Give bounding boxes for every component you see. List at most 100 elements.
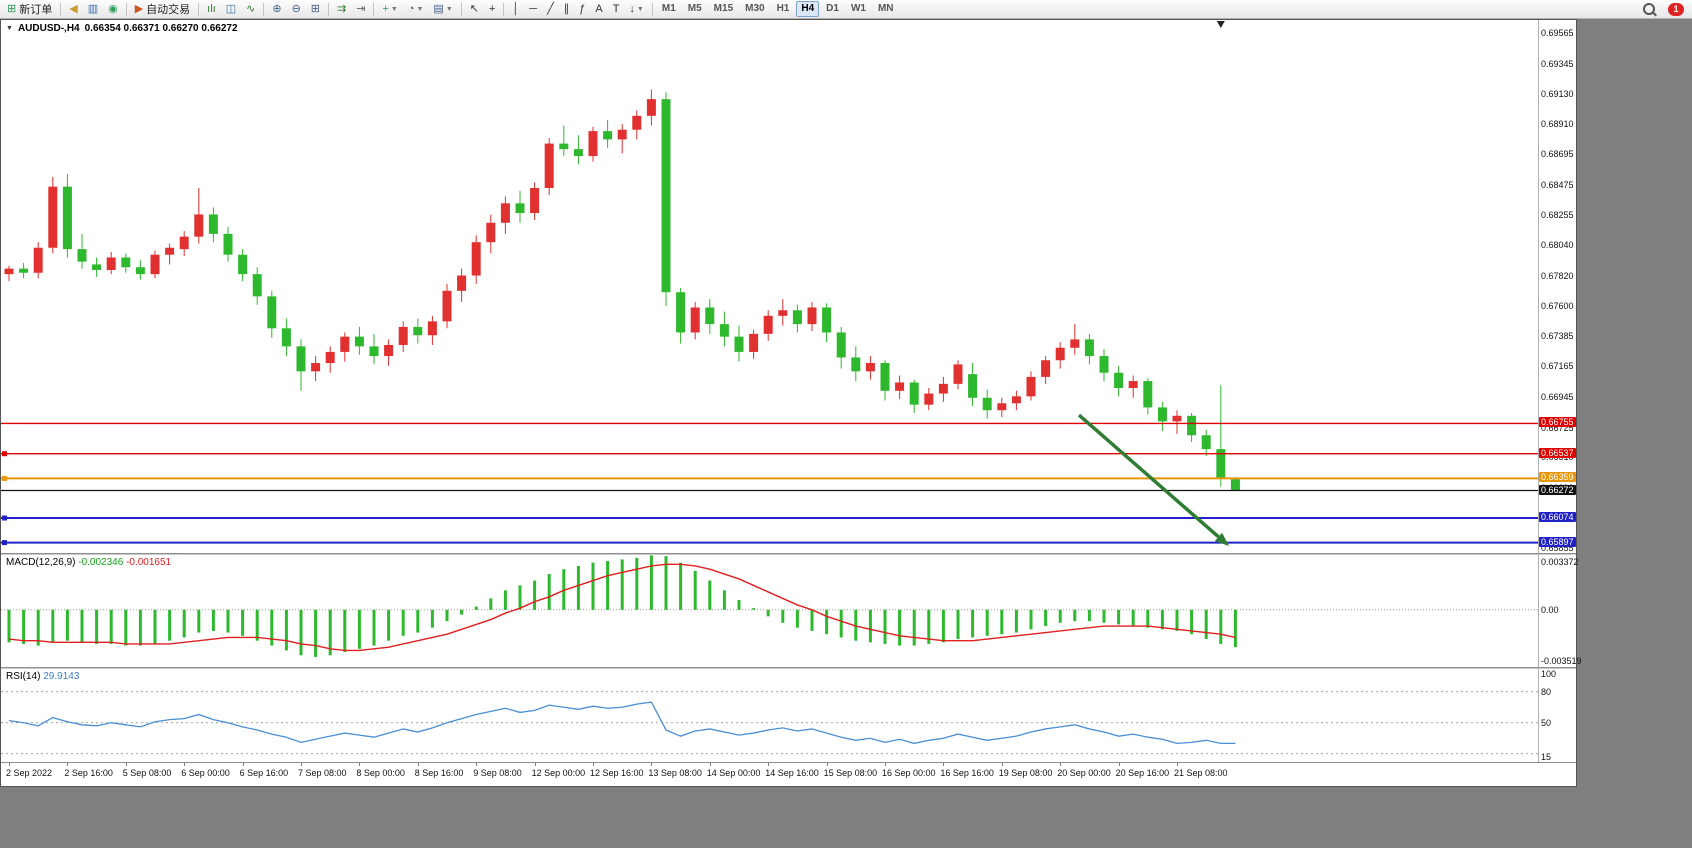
time-tick	[242, 763, 244, 766]
cursor-button[interactable]: ↖	[466, 0, 483, 18]
rsi-pane[interactable]: RSI(14) 29.9143	[1, 669, 1538, 762]
chart-dropdown-icon[interactable]: ▼	[6, 25, 13, 32]
dropdown-arrow-icon: ▼	[390, 5, 398, 13]
crosshair-button[interactable]: +	[485, 0, 499, 18]
toolbar-separator	[198, 2, 200, 16]
arrows-icon: ↓	[629, 3, 635, 15]
candle	[486, 222, 496, 243]
indicators-button[interactable]: + ▼	[378, 0, 401, 18]
price-axis-label: 0.66725	[1541, 422, 1574, 433]
market-depth-button[interactable]: ▥	[84, 0, 102, 18]
tile-windows-button[interactable]: ⊞	[307, 0, 324, 18]
new-order-button[interactable]: ⊞ 新订单	[3, 0, 56, 18]
timeframe-button-d1[interactable]: D1	[826, 3, 839, 14]
timeframe-button-m30[interactable]: M30	[745, 3, 765, 14]
timeframe-button-h4[interactable]: H4	[796, 1, 820, 17]
zoom-in-button[interactable]: ⊕	[268, 0, 285, 18]
price-axis-label: 0.67385	[1541, 330, 1574, 341]
chart-title: ▼ AUDUSD-,H4 0.66354 0.66371 0.66270 0.6…	[6, 23, 238, 34]
level-price-label: 0.66074	[1539, 512, 1576, 522]
line-handle[interactable]	[2, 515, 7, 521]
line-handle[interactable]	[2, 540, 7, 546]
templates-button[interactable]: ▤ ▼	[429, 0, 456, 18]
bar-chart-button[interactable]: ılı	[203, 0, 220, 18]
price-axis-label: 0.66945	[1541, 392, 1574, 403]
candle	[1128, 381, 1138, 389]
time-tick	[534, 763, 536, 766]
text-button[interactable]: A	[591, 0, 606, 18]
chart-shift-button[interactable]: ⇥	[352, 0, 369, 18]
time-axis: 2 Sep 2022 2 Sep 16:00 5 Sep 08:00 6 Sep 00…	[1, 762, 1576, 786]
candle	[413, 326, 423, 336]
autotrading-label: 自动交易	[146, 4, 191, 16]
time-tick	[1118, 763, 1120, 766]
macd-chart[interactable]	[1, 555, 1538, 667]
arrows-button[interactable]: ↓ ▼	[625, 0, 647, 18]
price-axis-label: 0.68475	[1541, 179, 1574, 190]
macd-histogram	[7, 555, 1237, 657]
trendline-button[interactable]: ╱	[543, 0, 558, 18]
time-axis-label: 16 Sep 16:00	[940, 768, 994, 778]
zoom-in-icon: ⊕	[272, 3, 282, 15]
alert-horn-button[interactable]: ◀	[65, 0, 81, 18]
candle	[1143, 381, 1153, 408]
line-handle[interactable]	[2, 451, 7, 457]
time-tick	[768, 763, 770, 766]
pane-splitter[interactable]	[1, 667, 1576, 669]
tile-windows-icon: ⊞	[310, 3, 321, 15]
auto-scroll-button[interactable]: ⇉	[333, 0, 350, 18]
candle	[763, 315, 773, 334]
channel-button[interactable]: ∥	[560, 0, 574, 18]
candle	[62, 186, 72, 250]
text-label-button[interactable]: T	[609, 0, 624, 18]
candle	[340, 336, 350, 352]
candle	[719, 324, 729, 337]
horizontal-line-button[interactable]: ─	[525, 0, 541, 18]
macd-label: MACD(12,26,9) -0.002346 -0.001651	[6, 557, 172, 568]
mql5-community-button[interactable]: ◉	[104, 0, 122, 18]
timeframe-button-m15[interactable]: M15	[713, 3, 734, 14]
periods-button[interactable]: ◔ ▼	[404, 0, 428, 18]
line-chart-button[interactable]: ∿	[242, 0, 259, 18]
timeframe-button-w1[interactable]: W1	[850, 3, 866, 14]
candle	[179, 236, 189, 250]
macd-axis-label: -0.003519	[1541, 656, 1582, 666]
candle	[895, 382, 905, 391]
search-button[interactable]	[1639, 0, 1659, 18]
candle	[92, 264, 102, 270]
timeframe-button-mn[interactable]: MN	[877, 3, 894, 14]
dropdown-arrow-icon: ▼	[445, 5, 453, 13]
vertical-line-button[interactable]: │	[508, 0, 523, 18]
zoom-out-button[interactable]: ⊖	[288, 0, 305, 18]
timeframe-button-h1[interactable]: H1	[776, 3, 790, 14]
bar-chart-icon: ılı	[207, 3, 216, 15]
candle	[223, 233, 233, 255]
autotrading-button[interactable]: ▶ 自动交易	[131, 0, 194, 18]
candlestick-chart-button[interactable]: ◫	[222, 0, 240, 18]
candle	[617, 129, 627, 140]
time-tick	[826, 763, 828, 766]
time-tick	[9, 763, 10, 766]
timeframe-button-m1[interactable]: M1	[661, 3, 676, 14]
candlestick-series	[4, 89, 1240, 491]
rsi-chart[interactable]	[1, 669, 1538, 762]
candle	[4, 268, 14, 275]
timeframe-button-m5[interactable]: M5	[687, 3, 702, 14]
cursor-icon: ↖	[469, 3, 479, 15]
market-depth-icon: ▥	[87, 3, 99, 15]
line-handle[interactable]	[2, 475, 7, 481]
fibonacci-button[interactable]: ƒ	[575, 0, 589, 18]
time-axis-label: 20 Sep 16:00	[1115, 768, 1170, 778]
autotrading-icon: ▶	[134, 3, 144, 15]
time-axis-label: 13 Sep 08:00	[648, 768, 702, 778]
notifications-badge[interactable]: 1	[1668, 2, 1684, 16]
trend-arrow[interactable]	[1077, 413, 1229, 547]
time-tick	[417, 763, 419, 766]
macd-pane[interactable]: MACD(12,26,9) -0.002346 -0.001651	[1, 555, 1538, 667]
toolbar-separator	[503, 2, 505, 16]
price-pane[interactable]: ▼ AUDUSD-,H4 0.66354 0.66371 0.66270 0.6…	[1, 20, 1538, 553]
candlestick-chart[interactable]	[1, 20, 1538, 553]
candle	[442, 290, 452, 322]
pane-splitter[interactable]	[1, 553, 1576, 555]
candle	[252, 274, 262, 297]
